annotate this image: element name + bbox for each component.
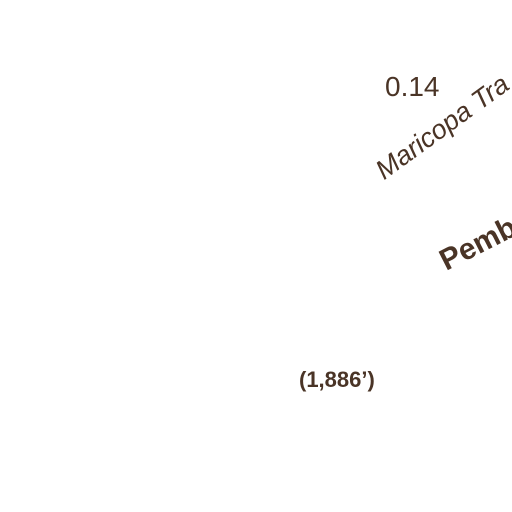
segment-distance-label: 0.14 [385, 71, 440, 102]
elevation-label: (1,886’) [299, 367, 375, 392]
feature-name-label: Pemb [434, 210, 512, 278]
